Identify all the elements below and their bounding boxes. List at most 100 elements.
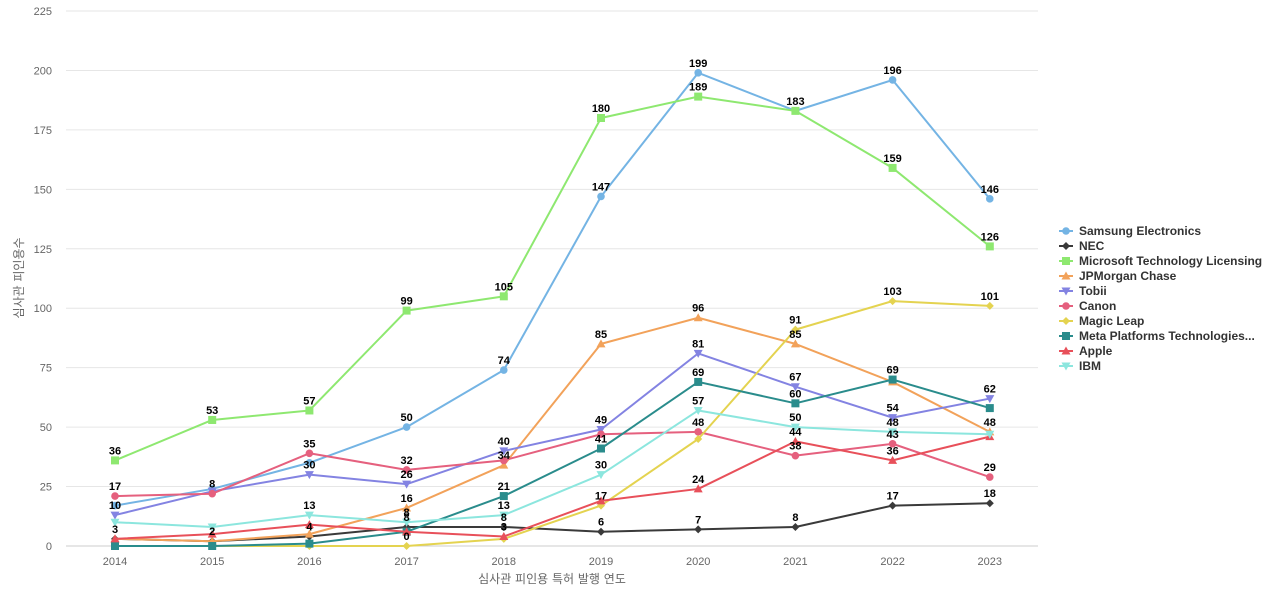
data-point[interactable] <box>790 339 800 348</box>
data-point[interactable] <box>304 520 314 529</box>
series-line[interactable] <box>114 430 991 498</box>
series-line[interactable] <box>114 502 990 543</box>
data-point[interactable] <box>985 395 995 404</box>
series-line[interactable] <box>114 71 991 507</box>
data-point[interactable] <box>402 466 411 474</box>
data-point[interactable] <box>305 406 314 415</box>
legend-item[interactable]: Canon <box>1059 299 1116 313</box>
legend-item[interactable]: Tobii <box>1059 284 1107 298</box>
data-point[interactable] <box>207 529 217 538</box>
data-point[interactable] <box>986 473 994 481</box>
legend-marker[interactable] <box>1061 346 1071 355</box>
data-point[interactable] <box>985 301 994 310</box>
series-line[interactable] <box>114 409 990 528</box>
legend-item[interactable]: NEC <box>1059 239 1105 253</box>
data-point[interactable] <box>888 163 897 172</box>
data-point[interactable] <box>986 195 994 203</box>
data-point[interactable] <box>305 539 314 548</box>
data-point[interactable] <box>111 456 119 465</box>
data-point[interactable] <box>694 428 702 436</box>
data-point[interactable] <box>888 501 897 510</box>
legend-item[interactable]: Magic Leap <box>1059 314 1144 328</box>
data-point[interactable] <box>596 425 606 434</box>
legend-marker[interactable] <box>1061 362 1071 371</box>
data-point[interactable] <box>402 423 411 431</box>
legend-item[interactable]: Apple <box>1059 344 1113 358</box>
legend-marker[interactable] <box>1062 227 1070 235</box>
data-point[interactable] <box>402 503 412 512</box>
legend-marker[interactable] <box>1062 317 1070 325</box>
data-point[interactable] <box>499 511 509 520</box>
series-canon[interactable] <box>111 428 994 500</box>
series-line[interactable] <box>114 316 991 543</box>
series-jpmorgan-chase[interactable] <box>110 313 995 545</box>
data-point[interactable] <box>693 313 703 322</box>
data-point[interactable] <box>402 542 411 550</box>
data-point[interactable] <box>305 458 314 467</box>
legend-item[interactable]: JPMorgan Chase <box>1059 269 1177 283</box>
data-point[interactable] <box>597 192 605 201</box>
series-nec[interactable] <box>111 499 994 546</box>
legend-marker[interactable] <box>1062 242 1070 250</box>
data-point[interactable] <box>597 444 605 453</box>
series-line[interactable] <box>114 95 991 462</box>
data-point[interactable] <box>888 428 898 437</box>
data-point[interactable] <box>207 523 217 532</box>
data-point[interactable] <box>208 542 217 550</box>
data-point[interactable] <box>791 522 800 531</box>
data-point[interactable] <box>791 399 800 408</box>
series-meta-platforms-technologies[interactable] <box>111 375 994 550</box>
data-point[interactable] <box>790 423 800 432</box>
data-point[interactable] <box>888 414 898 423</box>
data-point[interactable] <box>499 460 509 469</box>
data-point[interactable] <box>790 436 800 445</box>
legend-marker[interactable] <box>1062 257 1070 265</box>
data-point[interactable] <box>110 518 120 527</box>
data-point[interactable] <box>304 529 314 538</box>
series-line[interactable] <box>115 378 991 547</box>
data-point[interactable] <box>693 406 703 415</box>
series-tobii[interactable] <box>110 349 995 520</box>
data-point[interactable] <box>499 522 508 531</box>
data-point[interactable] <box>111 542 119 550</box>
series-line[interactable] <box>114 352 990 517</box>
legend-marker[interactable] <box>1061 287 1071 296</box>
data-point[interactable] <box>597 430 605 439</box>
legend-item[interactable]: Meta Platforms Technologies... <box>1059 329 1255 343</box>
series-microsoft-technology-licensing[interactable] <box>111 92 994 465</box>
data-point[interactable] <box>111 501 119 510</box>
legend-item[interactable]: IBM <box>1059 359 1101 373</box>
data-point[interactable] <box>694 525 703 534</box>
legend-marker[interactable] <box>1062 332 1070 340</box>
data-point[interactable] <box>597 527 605 536</box>
data-point[interactable] <box>888 297 897 306</box>
series-apple[interactable] <box>110 432 995 543</box>
data-point[interactable] <box>985 404 994 413</box>
data-point[interactable] <box>499 531 509 540</box>
data-point[interactable] <box>694 69 702 77</box>
data-point[interactable] <box>791 325 800 334</box>
series-line[interactable] <box>115 300 990 547</box>
series-ibm[interactable] <box>110 406 995 532</box>
data-point[interactable] <box>888 439 897 448</box>
data-point[interactable] <box>985 430 995 439</box>
legend-marker[interactable] <box>1062 302 1070 310</box>
data-point[interactable] <box>110 534 120 543</box>
data-point[interactable] <box>693 349 703 358</box>
data-point[interactable] <box>693 484 703 493</box>
data-point[interactable] <box>500 366 508 374</box>
data-point[interactable] <box>791 451 800 460</box>
data-point[interactable] <box>304 511 314 520</box>
data-point[interactable] <box>499 492 508 501</box>
data-point[interactable] <box>791 106 800 115</box>
data-point[interactable] <box>790 383 800 392</box>
data-point[interactable] <box>985 242 994 251</box>
data-point[interactable] <box>402 306 411 315</box>
series-line[interactable] <box>114 435 991 540</box>
data-point[interactable] <box>888 76 897 84</box>
data-point[interactable] <box>499 447 509 456</box>
legend-marker[interactable] <box>1061 271 1071 280</box>
data-point[interactable] <box>597 114 605 122</box>
data-point[interactable] <box>499 292 508 301</box>
